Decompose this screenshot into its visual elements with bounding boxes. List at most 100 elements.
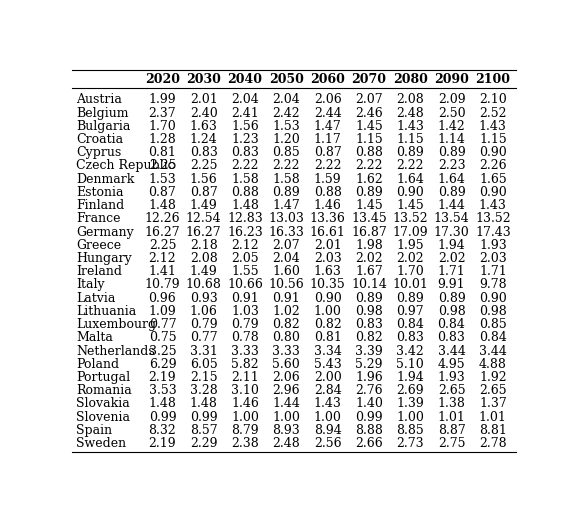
- Text: 0.97: 0.97: [397, 305, 424, 318]
- Text: 1.42: 1.42: [438, 120, 465, 133]
- Text: 8.88: 8.88: [355, 424, 383, 437]
- Text: 2.23: 2.23: [438, 159, 465, 173]
- Text: 0.89: 0.89: [438, 291, 465, 305]
- Text: 16.23: 16.23: [227, 226, 263, 238]
- Text: 2.12: 2.12: [148, 252, 176, 265]
- Text: 2.22: 2.22: [231, 159, 259, 173]
- Text: 2.44: 2.44: [314, 106, 342, 120]
- Text: 2.02: 2.02: [397, 252, 424, 265]
- Text: 0.83: 0.83: [190, 146, 218, 159]
- Text: 2.69: 2.69: [397, 384, 424, 397]
- Text: 0.87: 0.87: [314, 146, 342, 159]
- Text: 2.18: 2.18: [190, 239, 218, 252]
- Text: 2.04: 2.04: [231, 94, 259, 106]
- Text: 2.12: 2.12: [231, 239, 259, 252]
- Text: 1.00: 1.00: [313, 411, 342, 424]
- Text: 0.89: 0.89: [355, 291, 383, 305]
- Text: 8.93: 8.93: [272, 424, 300, 437]
- Text: 0.77: 0.77: [190, 332, 218, 344]
- Text: 16.61: 16.61: [309, 226, 346, 238]
- Text: 17.43: 17.43: [475, 226, 511, 238]
- Text: 2.38: 2.38: [231, 437, 259, 450]
- Text: 1.14: 1.14: [438, 133, 465, 146]
- Text: 1.47: 1.47: [314, 120, 342, 133]
- Text: 1.67: 1.67: [355, 265, 383, 278]
- Text: 0.89: 0.89: [438, 186, 465, 199]
- Text: 1.49: 1.49: [190, 199, 218, 212]
- Text: 1.62: 1.62: [355, 173, 383, 186]
- Text: 1.60: 1.60: [272, 265, 300, 278]
- Text: 2.02: 2.02: [438, 252, 465, 265]
- Text: 2.06: 2.06: [272, 371, 300, 384]
- Text: 0.98: 0.98: [479, 305, 507, 318]
- Text: 10.68: 10.68: [186, 279, 222, 291]
- Text: 1.38: 1.38: [438, 397, 465, 411]
- Text: 1.65: 1.65: [479, 173, 507, 186]
- Text: Austria: Austria: [76, 94, 122, 106]
- Text: 1.03: 1.03: [231, 305, 259, 318]
- Text: 1.17: 1.17: [314, 133, 342, 146]
- Text: 10.01: 10.01: [393, 279, 428, 291]
- Text: Lithuania: Lithuania: [76, 305, 136, 318]
- Text: 12.83: 12.83: [227, 212, 263, 225]
- Text: 0.84: 0.84: [438, 318, 465, 331]
- Text: 1.48: 1.48: [231, 199, 259, 212]
- Text: 3.10: 3.10: [231, 384, 259, 397]
- Text: 1.24: 1.24: [190, 133, 218, 146]
- Text: 2050: 2050: [269, 73, 304, 86]
- Text: 2.73: 2.73: [397, 437, 424, 450]
- Text: 2.00: 2.00: [314, 371, 342, 384]
- Text: 1.20: 1.20: [272, 133, 300, 146]
- Text: 1.46: 1.46: [313, 199, 342, 212]
- Text: 2030: 2030: [186, 73, 221, 86]
- Text: 9.78: 9.78: [479, 279, 507, 291]
- Text: 2.65: 2.65: [438, 384, 465, 397]
- Text: 0.82: 0.82: [355, 332, 383, 344]
- Text: 1.70: 1.70: [397, 265, 424, 278]
- Text: 8.94: 8.94: [314, 424, 342, 437]
- Text: 2.25: 2.25: [148, 159, 176, 173]
- Text: Netherlands: Netherlands: [76, 344, 155, 358]
- Text: 2.10: 2.10: [479, 94, 507, 106]
- Text: 3.33: 3.33: [231, 344, 259, 358]
- Text: 1.58: 1.58: [231, 173, 259, 186]
- Text: 10.79: 10.79: [144, 279, 180, 291]
- Text: 2.01: 2.01: [190, 94, 218, 106]
- Text: 10.56: 10.56: [269, 279, 304, 291]
- Text: 2.42: 2.42: [273, 106, 300, 120]
- Text: 8.81: 8.81: [479, 424, 507, 437]
- Text: 2.08: 2.08: [190, 252, 218, 265]
- Text: 4.88: 4.88: [479, 358, 507, 371]
- Text: 2.37: 2.37: [148, 106, 176, 120]
- Text: 2.07: 2.07: [273, 239, 300, 252]
- Text: 2.96: 2.96: [273, 384, 300, 397]
- Text: 0.81: 0.81: [148, 146, 176, 159]
- Text: 2.01: 2.01: [314, 239, 342, 252]
- Text: 0.85: 0.85: [479, 318, 507, 331]
- Text: 1.46: 1.46: [231, 397, 259, 411]
- Text: 2.22: 2.22: [397, 159, 424, 173]
- Text: 2040: 2040: [227, 73, 262, 86]
- Text: 1.01: 1.01: [479, 411, 507, 424]
- Text: 3.33: 3.33: [272, 344, 300, 358]
- Text: 1.63: 1.63: [313, 265, 342, 278]
- Text: 2.29: 2.29: [190, 437, 218, 450]
- Text: 1.48: 1.48: [148, 397, 176, 411]
- Text: 2.07: 2.07: [355, 94, 383, 106]
- Text: 8.79: 8.79: [231, 424, 259, 437]
- Text: 1.95: 1.95: [397, 239, 424, 252]
- Text: 1.56: 1.56: [190, 173, 218, 186]
- Text: 0.89: 0.89: [397, 146, 424, 159]
- Text: 2.26: 2.26: [479, 159, 507, 173]
- Text: 0.91: 0.91: [272, 291, 300, 305]
- Text: 0.89: 0.89: [397, 291, 424, 305]
- Text: Slovenia: Slovenia: [76, 411, 130, 424]
- Text: 0.88: 0.88: [355, 146, 383, 159]
- Text: 10.35: 10.35: [310, 279, 346, 291]
- Text: 1.40: 1.40: [355, 397, 383, 411]
- Text: Croatia: Croatia: [76, 133, 123, 146]
- Text: 0.90: 0.90: [479, 146, 507, 159]
- Text: Bulgaria: Bulgaria: [76, 120, 131, 133]
- Text: 13.36: 13.36: [309, 212, 346, 225]
- Text: 1.70: 1.70: [148, 120, 176, 133]
